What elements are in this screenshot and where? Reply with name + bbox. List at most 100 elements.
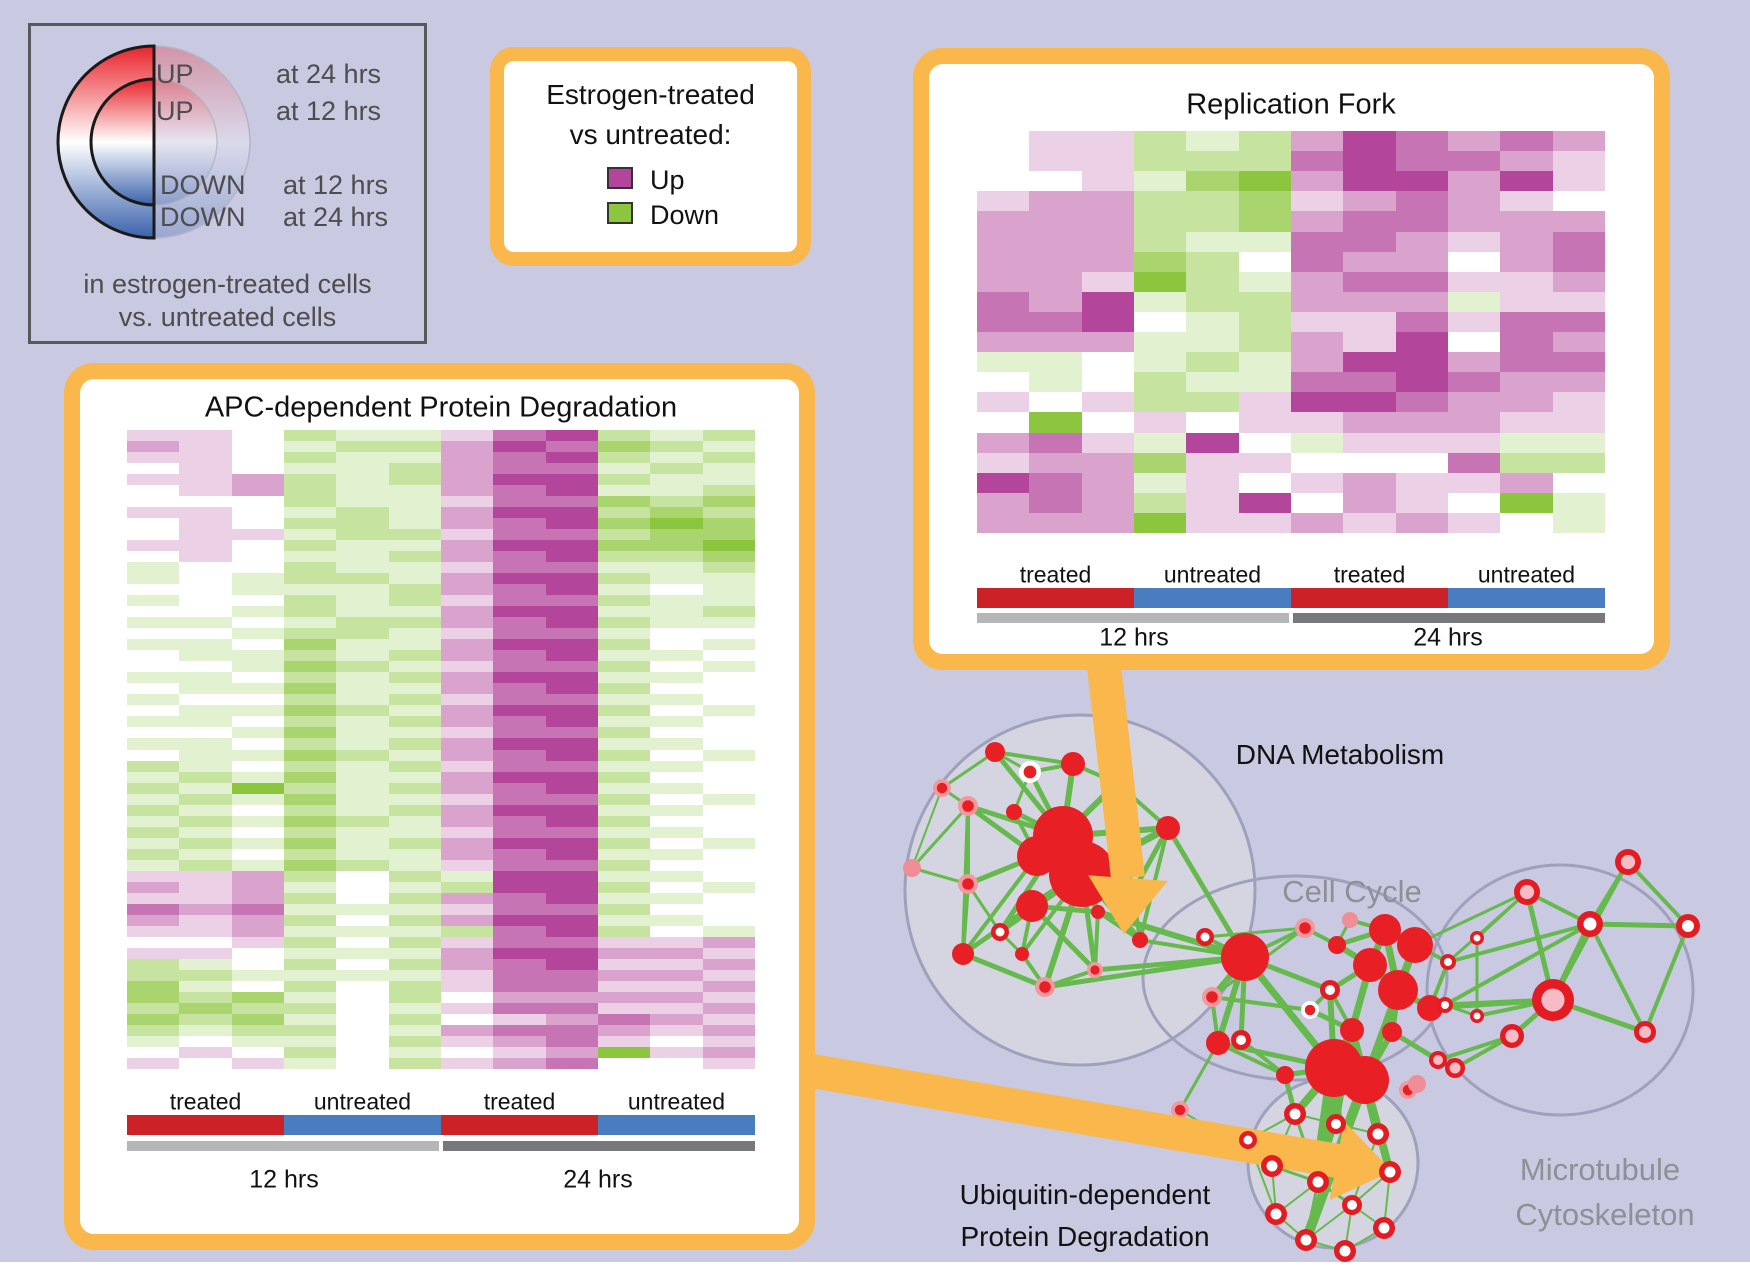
heatmap-cell bbox=[545, 628, 598, 640]
heatmap-cell bbox=[388, 936, 441, 948]
heatmap-cell bbox=[1133, 171, 1187, 192]
heatmap-cell bbox=[440, 639, 494, 651]
heatmap-cell bbox=[231, 914, 284, 926]
heatmap-cell bbox=[650, 496, 703, 508]
group-label: untreated bbox=[1163, 561, 1262, 588]
apc-title: APC-dependent Protein Degradation bbox=[204, 391, 678, 424]
heatmap-cell bbox=[283, 738, 337, 750]
heatmap-cell bbox=[179, 969, 232, 981]
heatmap-cell bbox=[702, 683, 755, 695]
heatmap-cell bbox=[336, 507, 389, 519]
heatmap-cell bbox=[1133, 271, 1187, 292]
network-node bbox=[1372, 1128, 1384, 1140]
network-node bbox=[1505, 1029, 1519, 1043]
heatmap-cell bbox=[1186, 211, 1239, 232]
heatmap-cell bbox=[283, 1024, 337, 1036]
heatmap-cell bbox=[440, 881, 494, 893]
heatmap-cell bbox=[388, 595, 441, 607]
heatmap-cell bbox=[1081, 352, 1134, 373]
heatmap-cell bbox=[1029, 171, 1082, 192]
heatmap-cell bbox=[127, 463, 180, 475]
heatmap-cell bbox=[1186, 392, 1239, 413]
heatmap-cell bbox=[1552, 372, 1605, 393]
arrow-replication-to-dna-shaft bbox=[1087, 664, 1145, 880]
heatmap-cell bbox=[545, 584, 598, 596]
heatmap-cell bbox=[440, 529, 494, 541]
heatmap-cell bbox=[545, 936, 598, 948]
heatmap-cell bbox=[179, 584, 232, 596]
heatmap-cell bbox=[388, 1013, 441, 1025]
heatmap-cell bbox=[388, 1057, 441, 1069]
heatmap-cell bbox=[650, 1013, 703, 1025]
heatmap-cell bbox=[388, 1035, 441, 1047]
heatmap-cell bbox=[231, 749, 284, 761]
heatmap-cell bbox=[1186, 372, 1239, 393]
heatmap-cell bbox=[283, 705, 337, 717]
heatmap-cell bbox=[127, 870, 180, 882]
heatmap-cell bbox=[283, 672, 337, 684]
heatmap-cell bbox=[336, 958, 389, 970]
heatmap-cell bbox=[179, 463, 232, 475]
heatmap-cell bbox=[388, 793, 441, 805]
hrs24-bar bbox=[1293, 613, 1605, 623]
heatmap-cell bbox=[977, 211, 1030, 232]
heatmap-cell bbox=[388, 804, 441, 816]
heatmap-cell bbox=[977, 352, 1030, 373]
heatmap-cell bbox=[179, 562, 232, 574]
network-node bbox=[1236, 1035, 1246, 1045]
heatmap-cell bbox=[597, 1024, 651, 1036]
heatmap-cell bbox=[1447, 231, 1501, 252]
heatmap-cell bbox=[336, 1057, 389, 1069]
heatmap-cell bbox=[1133, 352, 1187, 373]
network-node bbox=[1266, 1160, 1278, 1172]
heatmap-cell bbox=[127, 562, 180, 574]
heatmap-cell bbox=[336, 694, 389, 706]
heatmap-cell bbox=[597, 584, 651, 596]
heatmap-cell bbox=[231, 1057, 284, 1069]
dna-metabolism-label: DNA Metabolism bbox=[1235, 739, 1445, 770]
heatmap-cell bbox=[231, 474, 284, 486]
network-node bbox=[1090, 965, 1100, 975]
heatmap-cell bbox=[388, 672, 441, 684]
heatmap-cell bbox=[283, 870, 337, 882]
heatmap-cell bbox=[179, 474, 232, 486]
heatmap-cell bbox=[493, 749, 546, 761]
heatmap-cell bbox=[179, 1046, 232, 1058]
heatmap-cell bbox=[1500, 131, 1553, 152]
heatmap-cell bbox=[283, 727, 337, 739]
heatmap-cell bbox=[231, 716, 284, 728]
network-node bbox=[1417, 995, 1443, 1021]
heatmap-cell bbox=[1552, 311, 1605, 332]
heatmap-cell bbox=[179, 859, 232, 871]
heatmap-cell bbox=[179, 628, 232, 640]
heatmap-cell bbox=[1395, 131, 1448, 152]
heatmap-cell bbox=[336, 496, 389, 508]
heatmap-cell bbox=[597, 507, 651, 519]
heatmap-cell bbox=[1290, 432, 1344, 453]
heatmap-cell bbox=[597, 848, 651, 860]
heatmap-cell bbox=[283, 529, 337, 541]
heatmap-cell bbox=[1029, 512, 1082, 533]
heatmap-cell bbox=[1238, 311, 1291, 332]
heatmap-cell bbox=[179, 639, 232, 651]
heatmap-cell bbox=[1343, 211, 1396, 232]
heatmap-cell bbox=[336, 1002, 389, 1014]
untreated-bar bbox=[1448, 588, 1605, 608]
network-edge bbox=[1643, 924, 1690, 1034]
heatmap-cell bbox=[702, 694, 755, 706]
heatmap-cell bbox=[440, 947, 494, 959]
heatmap-cell bbox=[1238, 472, 1291, 493]
heatmap-cell bbox=[231, 892, 284, 904]
heatmap-cell bbox=[702, 430, 755, 442]
heatmap-cell bbox=[336, 617, 389, 629]
heatmap-cell bbox=[336, 881, 389, 893]
heatmap-cell bbox=[283, 474, 337, 486]
heatmap-cell bbox=[545, 683, 598, 695]
heatmap-cell bbox=[283, 848, 337, 860]
heatmap-cell bbox=[977, 412, 1030, 433]
heatmap-cell bbox=[493, 463, 546, 475]
network-node bbox=[952, 943, 974, 965]
heatmap-cell bbox=[702, 551, 755, 563]
heatmap-cell bbox=[388, 485, 441, 497]
network-node bbox=[962, 878, 974, 890]
